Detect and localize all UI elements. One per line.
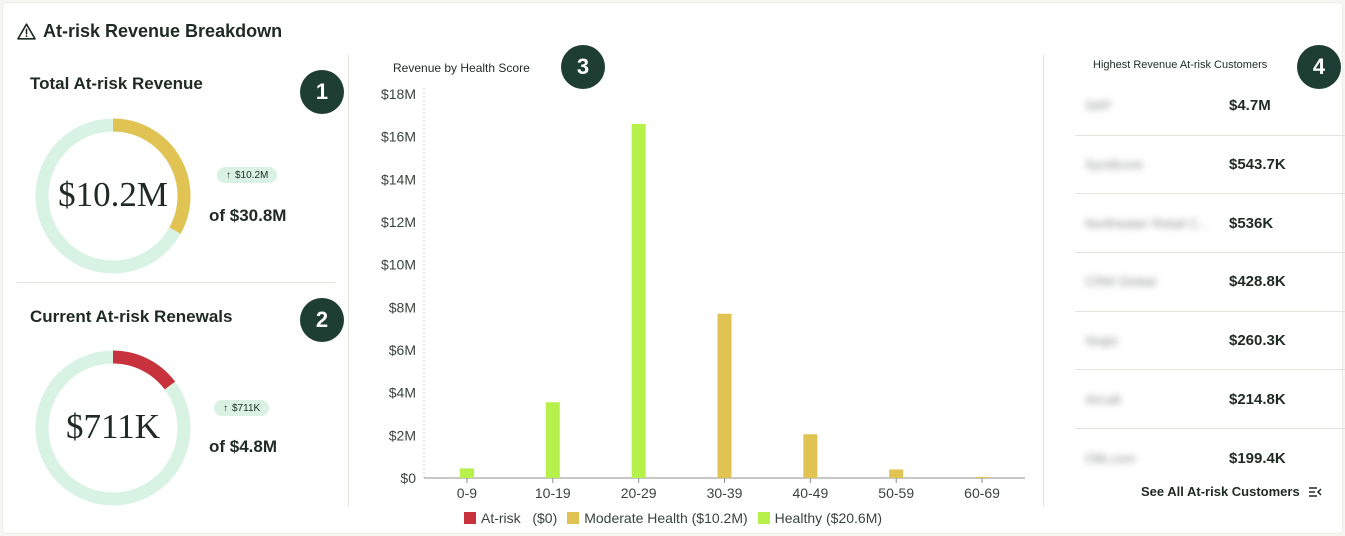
customer-revenue: $428.8K	[1229, 273, 1286, 291]
legend-swatch	[464, 512, 476, 524]
delta-value: $10.2M	[235, 169, 269, 181]
card-header: At-risk Revenue Breakdown	[17, 21, 282, 42]
legend-label: At-risk ($0)	[481, 510, 558, 526]
customer-name: Syndicore	[1085, 157, 1143, 173]
total-revenue-of: of $30.8M	[209, 206, 287, 225]
renewals-delta-badge: ↑ $711K	[214, 400, 270, 416]
customer-revenue: $543.7K	[1229, 156, 1286, 174]
y-tick-label: $4M	[389, 385, 416, 401]
customer-name: SAP	[1085, 98, 1112, 114]
section-badge-2: 2	[300, 298, 344, 342]
customer-name: Northwater Retail C...	[1085, 215, 1210, 231]
legend-item[interactable]: At-risk ($0)	[464, 510, 557, 526]
customer-name: CRM Global	[1085, 274, 1156, 290]
x-tick-label: 40-49	[792, 485, 828, 501]
list-collapse-icon	[1308, 486, 1322, 497]
renewals-value: $711K	[66, 407, 160, 446]
column-divider-right	[1043, 55, 1044, 507]
x-tick-label: 10-19	[535, 485, 571, 501]
y-tick-label: $6M	[389, 342, 416, 358]
legend-swatch	[757, 512, 770, 524]
donut-arc	[112, 350, 176, 390]
customer-row[interactable]: Olik.com $199.4K	[1075, 429, 1345, 488]
delta-value: $711K	[232, 402, 261, 414]
section-badge-1: 1	[300, 70, 344, 114]
total-revenue-title: Total At-risk Revenue	[30, 74, 203, 93]
card-title: At-risk Revenue Breakdown	[43, 21, 283, 41]
customers-title: Highest Revenue At-risk Customers	[1093, 59, 1268, 71]
x-tick-label: 30-39	[707, 485, 743, 501]
y-tick-label: $0	[400, 470, 416, 486]
customer-row[interactable]: Northwater Retail C... $536K	[1075, 194, 1345, 254]
donut-arc	[112, 118, 191, 234]
x-tick-label: 20-29	[621, 485, 657, 501]
section-badge-4: 4	[1297, 45, 1341, 89]
bar-0-9-healthy[interactable]	[459, 468, 474, 478]
renewals-title: Current At-risk Renewals	[30, 307, 233, 326]
y-tick-label: $18M	[381, 86, 416, 102]
customer-revenue: $536K	[1229, 214, 1274, 232]
section-divider	[17, 282, 335, 283]
renewals-donut	[35, 350, 191, 506]
legend-swatch	[567, 512, 580, 524]
y-tick-label: $12M	[381, 214, 416, 230]
see-all-label: See All At-risk Customers	[1141, 484, 1300, 499]
legend-label: Moderate Health ($10.2M)	[584, 510, 748, 526]
customer-revenue: $260.3K	[1229, 332, 1286, 350]
x-tick-label: 50-59	[878, 485, 914, 501]
bar-20-29-healthy[interactable]	[631, 123, 646, 478]
section-badge-3: 3	[561, 45, 605, 89]
total-revenue-delta-badge: ↑ $10.2M	[217, 167, 278, 183]
customer-row[interactable]: Aircall $214.8K	[1075, 370, 1345, 430]
bar-30-39-moderate-health[interactable]	[717, 313, 732, 478]
customer-revenue: $199.4K	[1229, 449, 1286, 467]
legend-item[interactable]: Healthy ($20.6M)	[757, 510, 883, 526]
total-revenue-donut	[35, 118, 191, 274]
chart-title: Revenue by Health Score	[393, 61, 530, 75]
customer-row[interactable]: Segio $260.3K	[1075, 312, 1345, 371]
y-tick-label: $8M	[389, 299, 416, 315]
y-tick-label: $14M	[381, 171, 416, 187]
x-tick-label: 60-69	[964, 485, 1000, 501]
x-tick-label: 0-9	[457, 485, 477, 501]
total-revenue-value: $10.2M	[58, 175, 168, 214]
y-tick-label: $2M	[389, 427, 416, 443]
customer-row[interactable]: CRM Global $428.8K	[1075, 253, 1345, 312]
customer-revenue: $214.8K	[1229, 390, 1286, 408]
y-tick-label: $16M	[381, 129, 416, 145]
bar-60-69-moderate-health[interactable]	[975, 476, 990, 478]
arrow-up-icon: ↑	[226, 169, 231, 181]
customer-list: SAP $4.7M Syndicore $543.7K Northwater Retai…	[1075, 77, 1345, 488]
customer-name: Segio	[1085, 333, 1119, 349]
customer-row[interactable]: Syndicore $543.7K	[1075, 136, 1345, 195]
customer-name: Olik.com	[1085, 450, 1136, 466]
y-tick-label: $10M	[381, 257, 416, 273]
arrow-up-icon: ↑	[223, 402, 228, 414]
customer-name: Aircall	[1085, 391, 1121, 407]
renewals-of: of $4.8M	[209, 437, 278, 456]
chart-legend: At-risk ($0) Moderate Health ($10.2M) Heal…	[464, 510, 882, 526]
legend-label: Healthy ($20.6M)	[774, 510, 883, 526]
bar-10-19-healthy[interactable]	[545, 402, 560, 478]
warning-icon	[17, 23, 36, 40]
customer-revenue: $4.7M	[1229, 97, 1271, 115]
revenue-by-health-chart: $0 $2M $4M $6M $8M $10M $12M $14M $16M $18M 0-9 10-…	[381, 86, 1025, 501]
customer-row[interactable]: SAP $4.7M	[1075, 77, 1345, 136]
bar-40-49-moderate-health[interactable]	[803, 434, 818, 478]
legend-item[interactable]: Moderate Health ($10.2M)	[567, 510, 748, 526]
bar-50-59-moderate-health[interactable]	[889, 469, 904, 478]
column-divider-left	[348, 55, 349, 507]
see-all-customers-link[interactable]: See All At-risk Customers	[1141, 484, 1322, 499]
